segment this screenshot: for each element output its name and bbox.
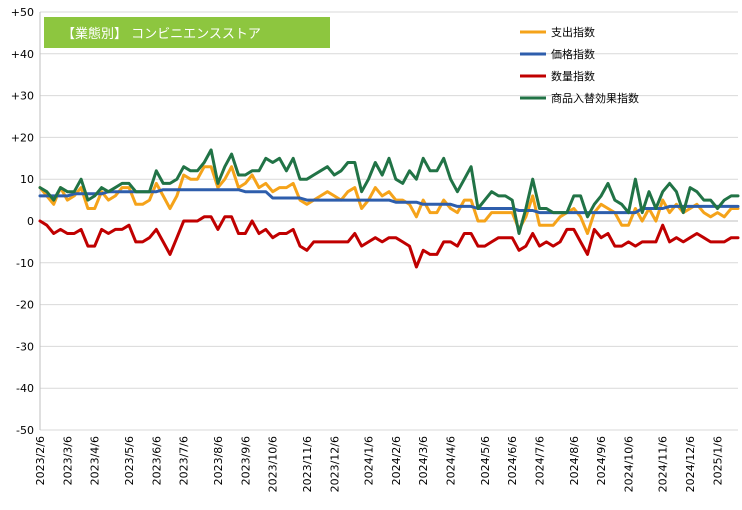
y-tick-label: -20 — [16, 299, 34, 312]
x-tick-label: 2024/1/6 — [362, 436, 375, 485]
legend-label-4: 商品入替効果指数 — [551, 91, 639, 105]
x-tick-label: 2024/6/6 — [506, 436, 519, 485]
y-tick-label: 10 — [20, 173, 34, 186]
x-tick-label: 2024/12/6 — [684, 436, 697, 492]
x-tick-label: 2023/5/6 — [123, 436, 136, 485]
x-tick-label: 2024/5/6 — [479, 436, 492, 485]
x-tick-label: 2024/3/6 — [417, 436, 430, 485]
x-tick-label: 2023/8/6 — [212, 436, 225, 485]
series-line-1 — [38, 165, 740, 235]
x-tick-label: 2023/6/6 — [150, 436, 163, 485]
x-tick-label: 2024/9/6 — [595, 436, 608, 485]
legend-label-1: 支出指数 — [551, 25, 595, 39]
y-tick-label: +30 — [11, 90, 34, 103]
x-tick-label: 2023/11/6 — [301, 436, 314, 492]
x-tick-label: 2024/7/6 — [534, 436, 547, 485]
x-tick-label: 2023/12/6 — [328, 436, 341, 492]
gridlines — [39, 11, 738, 431]
x-tick-label: 2023/10/6 — [267, 436, 280, 492]
x-tick-label: 2024/4/6 — [445, 436, 458, 485]
title-badge: 【業態別】 コンビニエンスストア — [44, 17, 330, 48]
x-tick-label: 2023/4/6 — [89, 436, 102, 485]
series-line-3 — [38, 215, 740, 269]
y-tick-labels: +50 +40 +30 +20 10 0 -10 -20 -30 -40 -50 — [11, 6, 34, 437]
y-tick-label: +50 — [11, 6, 34, 19]
y-tick-label: 0 — [27, 215, 34, 228]
x-tick-label: 2023/7/6 — [178, 436, 191, 485]
y-tick-label: -50 — [16, 424, 34, 437]
x-tick-label: 2023/2/6 — [34, 436, 47, 485]
y-tick-label: -30 — [16, 340, 34, 353]
x-tick-label: 2025/1/6 — [711, 436, 724, 485]
x-tick-label: 2024/2/6 — [390, 436, 403, 485]
x-tick-label: 2024/10/6 — [623, 436, 636, 492]
y-tick-label: -40 — [16, 382, 34, 395]
legend-label-2: 価格指数 — [551, 47, 595, 61]
series-line-2 — [38, 188, 740, 215]
legend-label-3: 数量指数 — [551, 69, 595, 83]
series-line-4 — [38, 148, 740, 235]
y-tick-label: +20 — [11, 131, 34, 144]
x-tick-label: 2024/8/6 — [568, 436, 581, 485]
title-badge-text: 【業態別】 コンビニエンスストア — [62, 26, 261, 42]
x-tick-label: 2023/3/6 — [61, 436, 74, 485]
x-tick-label: 2024/11/6 — [657, 436, 670, 492]
y-tick-label: -10 — [16, 257, 34, 270]
x-tick-label: 2023/9/6 — [239, 436, 252, 485]
series-lines — [38, 148, 740, 269]
y-tick-label: +40 — [11, 48, 34, 61]
x-tick-labels: 2023/2/6 2023/3/6 2023/4/6 2023/5/6 2023/6/6… — [34, 436, 724, 492]
